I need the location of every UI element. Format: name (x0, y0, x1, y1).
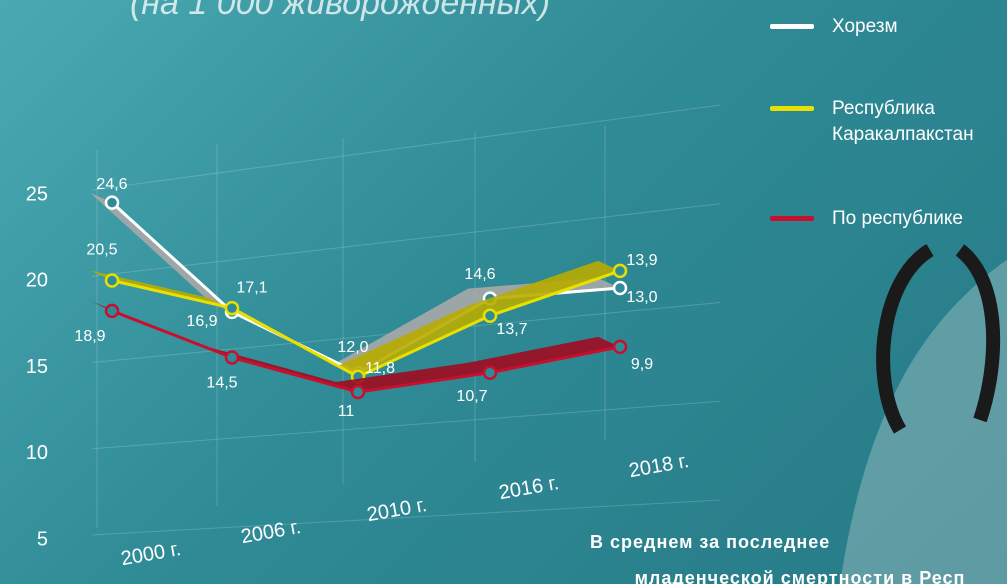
chart: (на 1 000 живорожденных) 25 20 15 10 5 2000 г… (0, 0, 1007, 584)
subtitle: (на 1 000 живорожденных) (130, 0, 550, 22)
y-tick-label: 15 (26, 356, 48, 378)
legend-item: По республике (770, 206, 1007, 232)
legend-item: Хорезм (770, 14, 1007, 40)
point (106, 275, 118, 287)
legend-label: Хорезм (832, 14, 1007, 40)
x-tick-label: 2006 г. (239, 516, 302, 548)
legend-swatch (770, 24, 814, 29)
value-label: 13,7 (496, 321, 527, 338)
value-label: 11 (338, 403, 355, 420)
value-label: 24,6 (96, 176, 127, 193)
x-tick-label: 2016 г. (497, 472, 560, 504)
y-tick-label: 25 (26, 183, 48, 205)
point (614, 282, 626, 294)
value-label: 20,5 (86, 242, 117, 259)
point (106, 305, 118, 317)
y-tick-label: 5 (37, 528, 48, 550)
page: (на 1 000 живорожденных) 25 20 15 10 5 2000 г… (0, 0, 1007, 584)
value-label: 9,9 (631, 356, 653, 373)
point (226, 302, 238, 314)
y-tick-label: 20 (26, 270, 48, 292)
point (484, 367, 496, 379)
point (226, 352, 238, 364)
grid-line (92, 105, 720, 190)
value-label: 17,1 (236, 279, 267, 296)
point (352, 386, 364, 398)
legend-label: По республике (832, 206, 1007, 232)
x-tick-label: 2018 г. (627, 450, 690, 482)
value-label: 12,0 (337, 339, 368, 356)
value-label: 10,7 (456, 388, 487, 405)
point (614, 265, 626, 277)
legend-label: Республика Каракалпакстан (832, 96, 1007, 148)
point (484, 310, 496, 322)
x-tick-label: 2010 г. (365, 494, 428, 526)
value-label: 13,0 (626, 289, 657, 306)
value-label: 18,9 (74, 328, 105, 345)
note: младенческой смертности в Респ (590, 568, 1007, 584)
grid-line (92, 401, 720, 449)
note: В среднем за последнее (590, 532, 1007, 553)
value-label: 13,9 (626, 252, 657, 269)
value-label: 14,5 (206, 375, 237, 392)
point (106, 197, 118, 209)
legend-swatch (770, 106, 814, 111)
value-label: 14,6 (464, 266, 495, 283)
legend-item: Республика Каракалпакстан (770, 96, 1007, 148)
y-tick-label: 10 (26, 442, 48, 464)
point (614, 341, 626, 353)
value-label: 16,9 (186, 313, 217, 330)
x-tick-label: 2000 г. (119, 538, 182, 570)
legend-swatch (770, 216, 814, 221)
